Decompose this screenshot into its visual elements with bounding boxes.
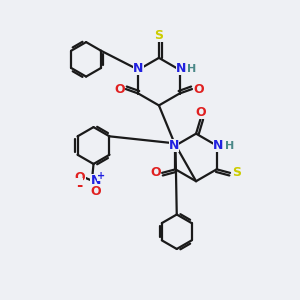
Text: -: - xyxy=(76,178,83,194)
Text: H: H xyxy=(224,140,234,151)
Text: N: N xyxy=(213,139,223,152)
Text: O: O xyxy=(114,82,124,96)
Text: O: O xyxy=(75,171,86,184)
Text: N: N xyxy=(169,139,179,152)
Text: S: S xyxy=(232,167,241,179)
Text: N: N xyxy=(176,62,186,75)
Text: S: S xyxy=(154,29,164,42)
Text: O: O xyxy=(90,185,101,198)
Text: O: O xyxy=(193,82,204,96)
Text: N: N xyxy=(90,174,101,188)
Text: H: H xyxy=(188,64,196,74)
Text: N: N xyxy=(133,62,143,75)
Text: +: + xyxy=(97,171,105,181)
Text: O: O xyxy=(195,106,206,119)
Text: O: O xyxy=(150,167,161,179)
